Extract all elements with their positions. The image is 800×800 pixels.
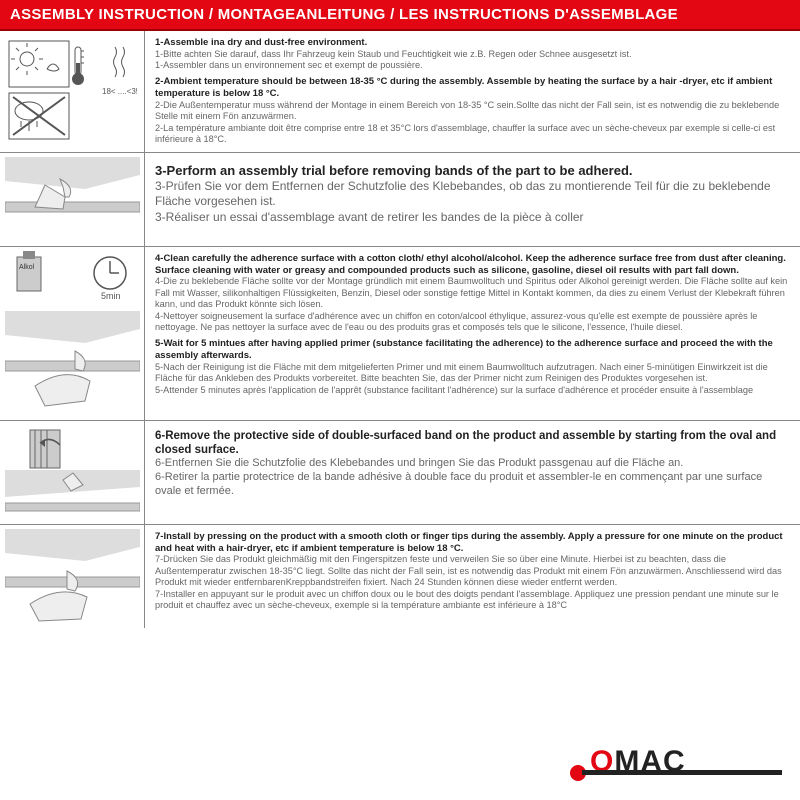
brand-underline [582, 770, 782, 775]
panel-2-text: 3-Perform an assembly trial before remov… [145, 153, 800, 246]
panel-3: Alkol 5min 4-Clean carefully the adheren… [0, 247, 800, 421]
panel-2-illustration [0, 153, 145, 246]
step6-fr: 6-Retirer la partie protectrice de la ba… [155, 471, 790, 499]
step1-de: 1-Bitte achten Sie darauf, dass Ihr Fahr… [155, 49, 790, 61]
panel-4-illustration [0, 421, 145, 524]
instruction-panels: 18< ....<35 C 1-Assemble ina dry and dus… [0, 31, 800, 628]
panel-1-illustration: 18< ....<35 C [0, 31, 145, 152]
step7-title: 7-Install by pressing on the product wit… [155, 531, 790, 555]
timer-label: 5min [101, 291, 121, 301]
panel-5-illustration [0, 525, 145, 628]
panel-3-illustration: Alkol 5min [0, 247, 145, 420]
remove-band-icon [5, 425, 140, 520]
step1-fr: 1-Assembler dans un environnement sec et… [155, 60, 790, 72]
panel-4-text: 6-Remove the protective side of double-s… [145, 421, 800, 524]
panel-1-text: 1-Assemble ina dry and dust-free environ… [145, 31, 800, 152]
step6-de: 6-Entfernen Sie die Schutzfolie des Kleb… [155, 457, 790, 471]
bottle-label: Alkol [19, 264, 35, 271]
step2-de: 2-Die Außentemperatur muss während der M… [155, 100, 790, 123]
step3-fr: 3-Réaliser un essai d'assemblage avant d… [155, 210, 790, 226]
step1-title: 1-Assemble ina dry and dust-free environ… [155, 37, 790, 49]
step2-fr: 2-La température ambiante doit être comp… [155, 123, 790, 146]
step7-fr: 7-Installer en appuyant sur le produit a… [155, 589, 790, 612]
press-install-icon [5, 529, 140, 624]
panel-5-text: 7-Install by pressing on the product wit… [145, 525, 800, 628]
step5-fr: 5-Attender 5 minutes après l'application… [155, 385, 790, 397]
step3-title: 3-Perform an assembly trial before remov… [155, 163, 790, 179]
panel-1: 18< ....<35 C 1-Assemble ina dry and dus… [0, 31, 800, 153]
step2-title: 2-Ambient temperature should be between … [155, 76, 790, 100]
clean-primer-icon: Alkol 5min [5, 251, 140, 416]
panel-5: 7-Install by pressing on the product wit… [0, 525, 800, 628]
page-header: ASSEMBLY INSTRUCTION / MONTAGEANLEITUNG … [0, 0, 800, 31]
step4-title: 4-Clean carefully the adherence surface … [155, 253, 790, 277]
step7-de: 7-Drücken Sie das Produkt gleichmäßig mi… [155, 554, 790, 589]
step5-de: 5-Nach der Reinigung ist die Fläche mit … [155, 362, 790, 385]
step4-fr: 4-Nettoyer soigneusement la surface d'ad… [155, 311, 790, 334]
panel-2: 3-Perform an assembly trial before remov… [0, 153, 800, 247]
temp-range-label: 18< ....<35 C [102, 87, 137, 96]
step5-title: 5-Wait for 5 mintues after having applie… [155, 338, 790, 362]
panel-3-text: 4-Clean carefully the adherence surface … [145, 247, 800, 420]
step6-title: 6-Remove the protective side of double-s… [155, 429, 790, 458]
panel-4: 6-Remove the protective side of double-s… [0, 421, 800, 525]
step4-de: 4-Die zu beklebende Fläche sollte vor de… [155, 276, 790, 311]
weather-temp-icon: 18< ....<35 C [7, 39, 137, 144]
step3-de: 3-Prüfen Sie vor dem Entfernen der Schut… [155, 179, 790, 210]
trial-fit-icon [5, 157, 140, 242]
footer-brand: OMAC [0, 745, 800, 800]
